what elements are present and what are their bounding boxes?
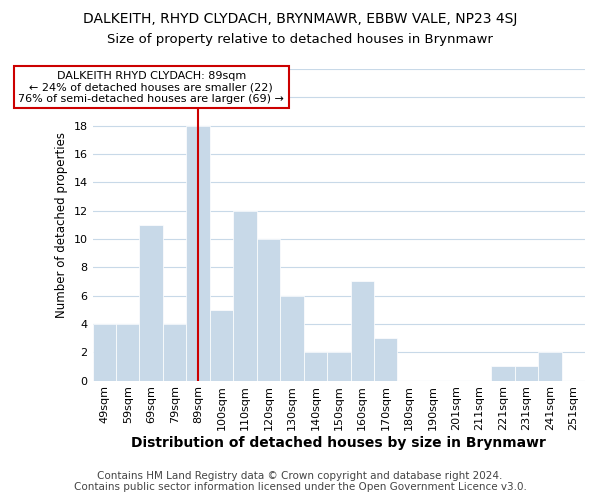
Bar [350,282,374,380]
Bar [538,352,562,380]
Bar [187,126,210,380]
Text: DALKEITH RHYD CLYDACH: 89sqm
← 24% of detached houses are smaller (22)
76% of se: DALKEITH RHYD CLYDACH: 89sqm ← 24% of de… [18,71,284,104]
Text: DALKEITH, RHYD CLYDACH, BRYNMAWR, EBBW VALE, NP23 4SJ: DALKEITH, RHYD CLYDACH, BRYNMAWR, EBBW V… [83,12,517,26]
Bar [491,366,515,380]
Text: Contains HM Land Registry data © Crown copyright and database right 2024.
Contai: Contains HM Land Registry data © Crown c… [74,471,526,492]
Bar [515,366,538,380]
Bar [163,324,187,380]
Bar [210,310,233,380]
Bar [139,225,163,380]
Bar [233,210,257,380]
Bar [280,296,304,380]
X-axis label: Distribution of detached houses by size in Brynmawr: Distribution of detached houses by size … [131,436,546,450]
Bar [304,352,327,380]
Y-axis label: Number of detached properties: Number of detached properties [55,132,68,318]
Bar [257,239,280,380]
Bar [116,324,139,380]
Bar [327,352,350,380]
Bar [374,338,397,380]
Bar [92,324,116,380]
Text: Size of property relative to detached houses in Brynmawr: Size of property relative to detached ho… [107,32,493,46]
